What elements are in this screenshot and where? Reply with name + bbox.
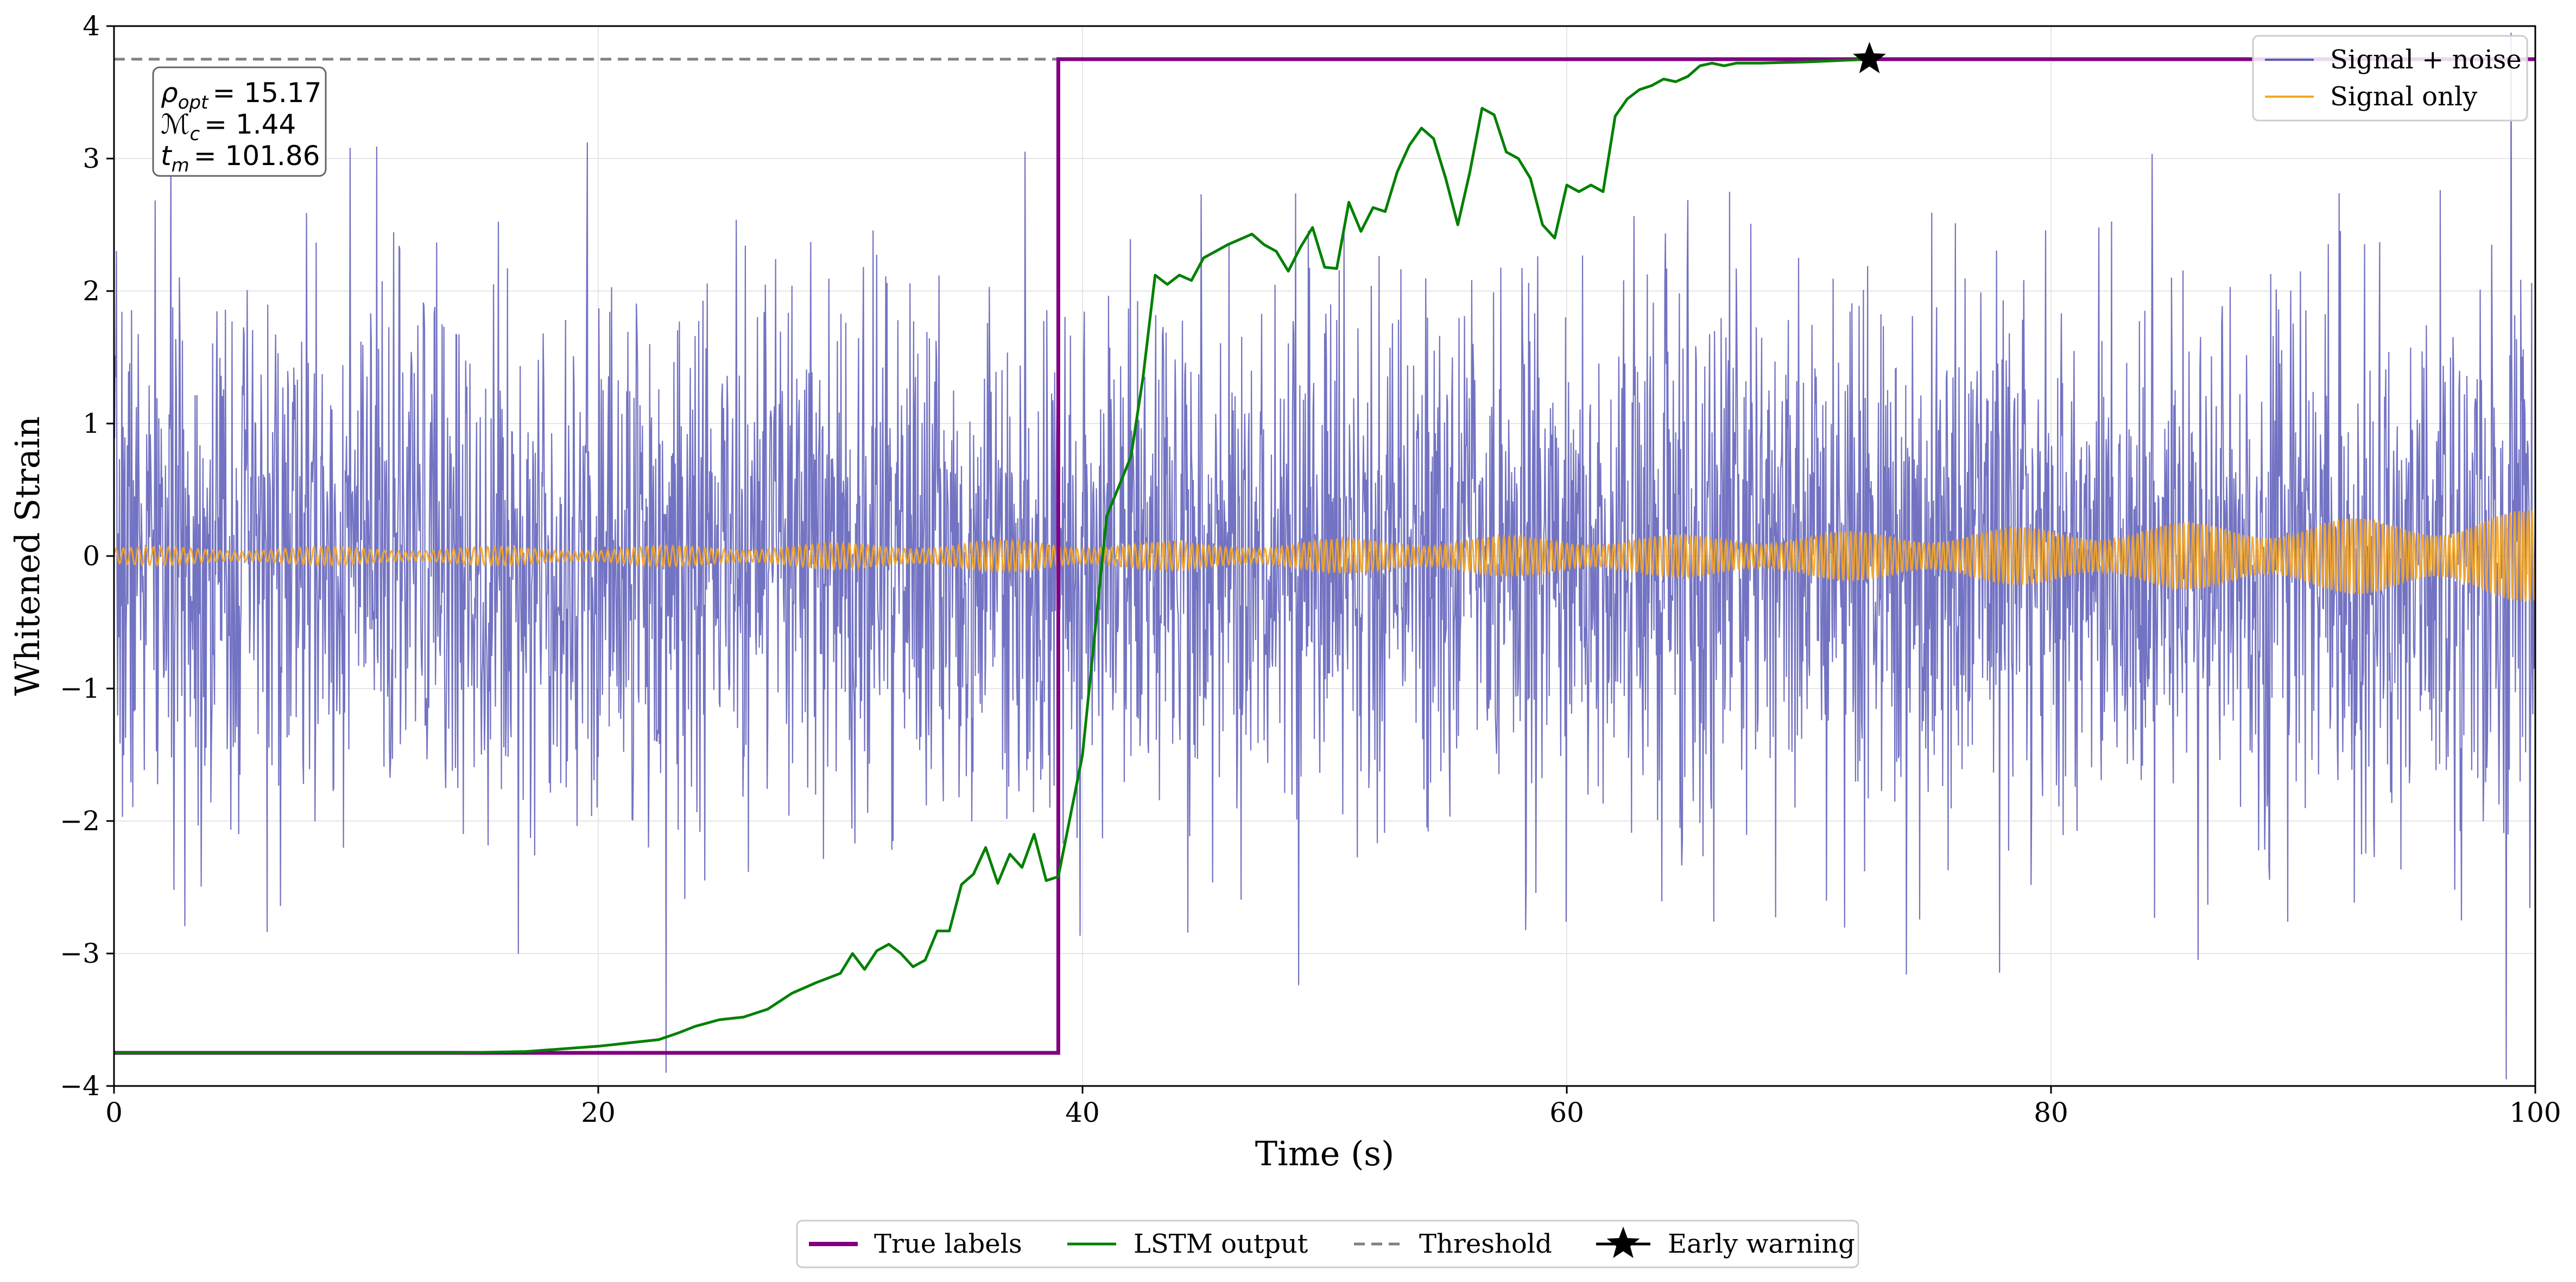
legend-label-signal-only: Signal only [2330,81,2477,112]
annotation-tm: tm = 101.86 [161,140,320,176]
legend-star-icon [1606,1227,1640,1258]
series-signal-only [114,510,2535,602]
y-tick-label: −2 [60,805,100,837]
series-early-warning [1853,42,1886,73]
legend-upper: Signal + noise Signal only [2252,35,2528,122]
true-labels-line [114,57,2535,1055]
lstm-output-line [114,58,1870,1054]
y-tick-label: −3 [60,938,100,969]
y-tick-label: 0 [83,540,100,572]
x-tick-label: 0 [105,1097,123,1128]
x-axis-label: Time (s) [1255,1134,1395,1173]
legend-label-true-labels: True labels [874,1229,1022,1259]
x-tick-label: 60 [1549,1097,1584,1128]
y-tick-label: 3 [83,143,100,174]
legend-label-signal-noise: Signal + noise [2330,45,2522,75]
legend-label-threshold: Threshold [1419,1229,1552,1259]
y-tick-label: −4 [60,1070,100,1102]
x-tick-label: 20 [581,1097,616,1128]
legend-label-early-warning: Early warning [1668,1229,1855,1259]
y-tick-label: 2 [83,275,100,307]
legend-lower: True labels LSTM output Threshold Early … [796,1220,1859,1268]
y-tick-label: 4 [83,10,100,42]
x-tick-label: 80 [2034,1097,2068,1128]
x-tick-label: 100 [2509,1097,2561,1128]
series-lstm-output [114,58,1870,1054]
annotation-box: ρopt = 15.17 ℳc = 1.44 tm = 101.86 [152,66,327,177]
legend-label-lstm-output: LSTM output [1134,1229,1308,1259]
y-tick-label: 1 [83,408,100,439]
axis-ticks: 0 20 40 60 80 100 −4 −3 −2 −1 0 1 2 3 4 [60,10,2561,1128]
y-tick-label: −1 [60,673,100,704]
y-axis-label: Whitened Strain [8,416,47,696]
annotation-rho: ρopt = 15.17 [161,77,321,113]
signal-only-line [114,510,2535,602]
annotation-mc: ℳc = 1.44 [161,109,296,145]
early-warning-marker [1853,42,1886,73]
series-true-labels [114,57,2535,1055]
x-tick-label: 40 [1065,1097,1100,1128]
